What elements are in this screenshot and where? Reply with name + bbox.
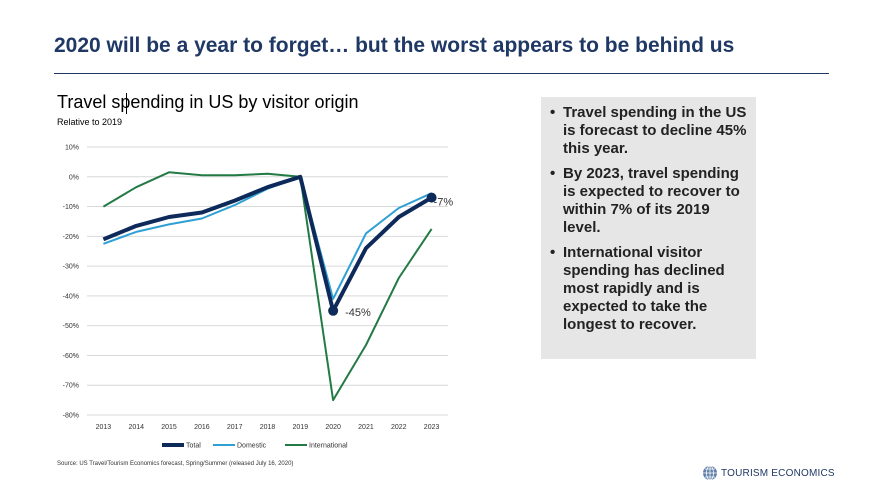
x-tick-label: 2021 <box>358 424 374 431</box>
y-tick-label: -80% <box>63 413 79 420</box>
slide-title: 2020 will be a year to forget… but the w… <box>54 34 735 57</box>
series-line-domestic <box>103 175 433 300</box>
data-point-marker <box>426 192 437 203</box>
x-tick-label: 2020 <box>325 424 341 431</box>
bullet-text: Travel spending in the US is forecast to… <box>563 104 747 157</box>
y-tick-label: 10% <box>65 145 79 152</box>
bullet-text: By 2023, travel spending is expected to … <box>563 165 740 236</box>
tourism-economics-logo: TOURISM ECONOMICS <box>702 465 835 481</box>
bullet-item: • Travel spending in the US is forecast t… <box>550 104 747 157</box>
series-line-international <box>102 171 433 402</box>
key-points-box: • Travel spending in the US is forecast t… <box>541 97 756 359</box>
x-tick-label: 2015 <box>161 424 177 431</box>
legend-label: International <box>309 443 348 450</box>
y-tick-label: -40% <box>63 293 79 300</box>
x-tick-label: 2022 <box>391 424 407 431</box>
chart-subtitle: Relative to 2019 <box>57 117 123 127</box>
y-tick-label: -50% <box>63 323 79 330</box>
y-tick-label: -10% <box>63 204 79 211</box>
bullet-item: • By 2023, travel spending is expected to… <box>550 165 740 236</box>
data-label: -45% <box>345 307 371 319</box>
y-tick-label: -20% <box>63 234 79 241</box>
text-cursor <box>126 93 127 114</box>
y-tick-label: -70% <box>63 383 79 390</box>
legend-label: Domestic <box>237 443 267 450</box>
x-tick-label: 2016 <box>194 424 210 431</box>
x-tick-label: 2023 <box>424 424 440 431</box>
globe-icon <box>703 465 717 481</box>
y-tick-label: -30% <box>63 264 79 271</box>
x-tick-label: 2013 <box>96 424 112 431</box>
x-tick-label: 2017 <box>227 424 243 431</box>
x-tick-label: 2014 <box>128 424 144 431</box>
series-line-total <box>102 174 433 313</box>
bullet-text: International visitor spending has decli… <box>563 244 725 333</box>
source-note: Source: US Travel/Tourism Economics fore… <box>57 461 294 467</box>
title-divider <box>54 73 829 74</box>
x-tick-label: 2019 <box>293 424 309 431</box>
y-tick-label: -60% <box>63 353 79 360</box>
x-tick-label: 2018 <box>260 424 276 431</box>
y-tick-label: 0% <box>69 174 79 181</box>
bullet-item: • International visitor spending has decl… <box>550 244 725 333</box>
chart-title: Travel spending in US by visitor origin <box>57 92 359 112</box>
logo-text: TOURISM ECONOMICS <box>721 467 835 479</box>
data-label: -7% <box>434 197 454 209</box>
legend-label: Total <box>186 443 201 450</box>
data-point-marker <box>328 305 339 316</box>
